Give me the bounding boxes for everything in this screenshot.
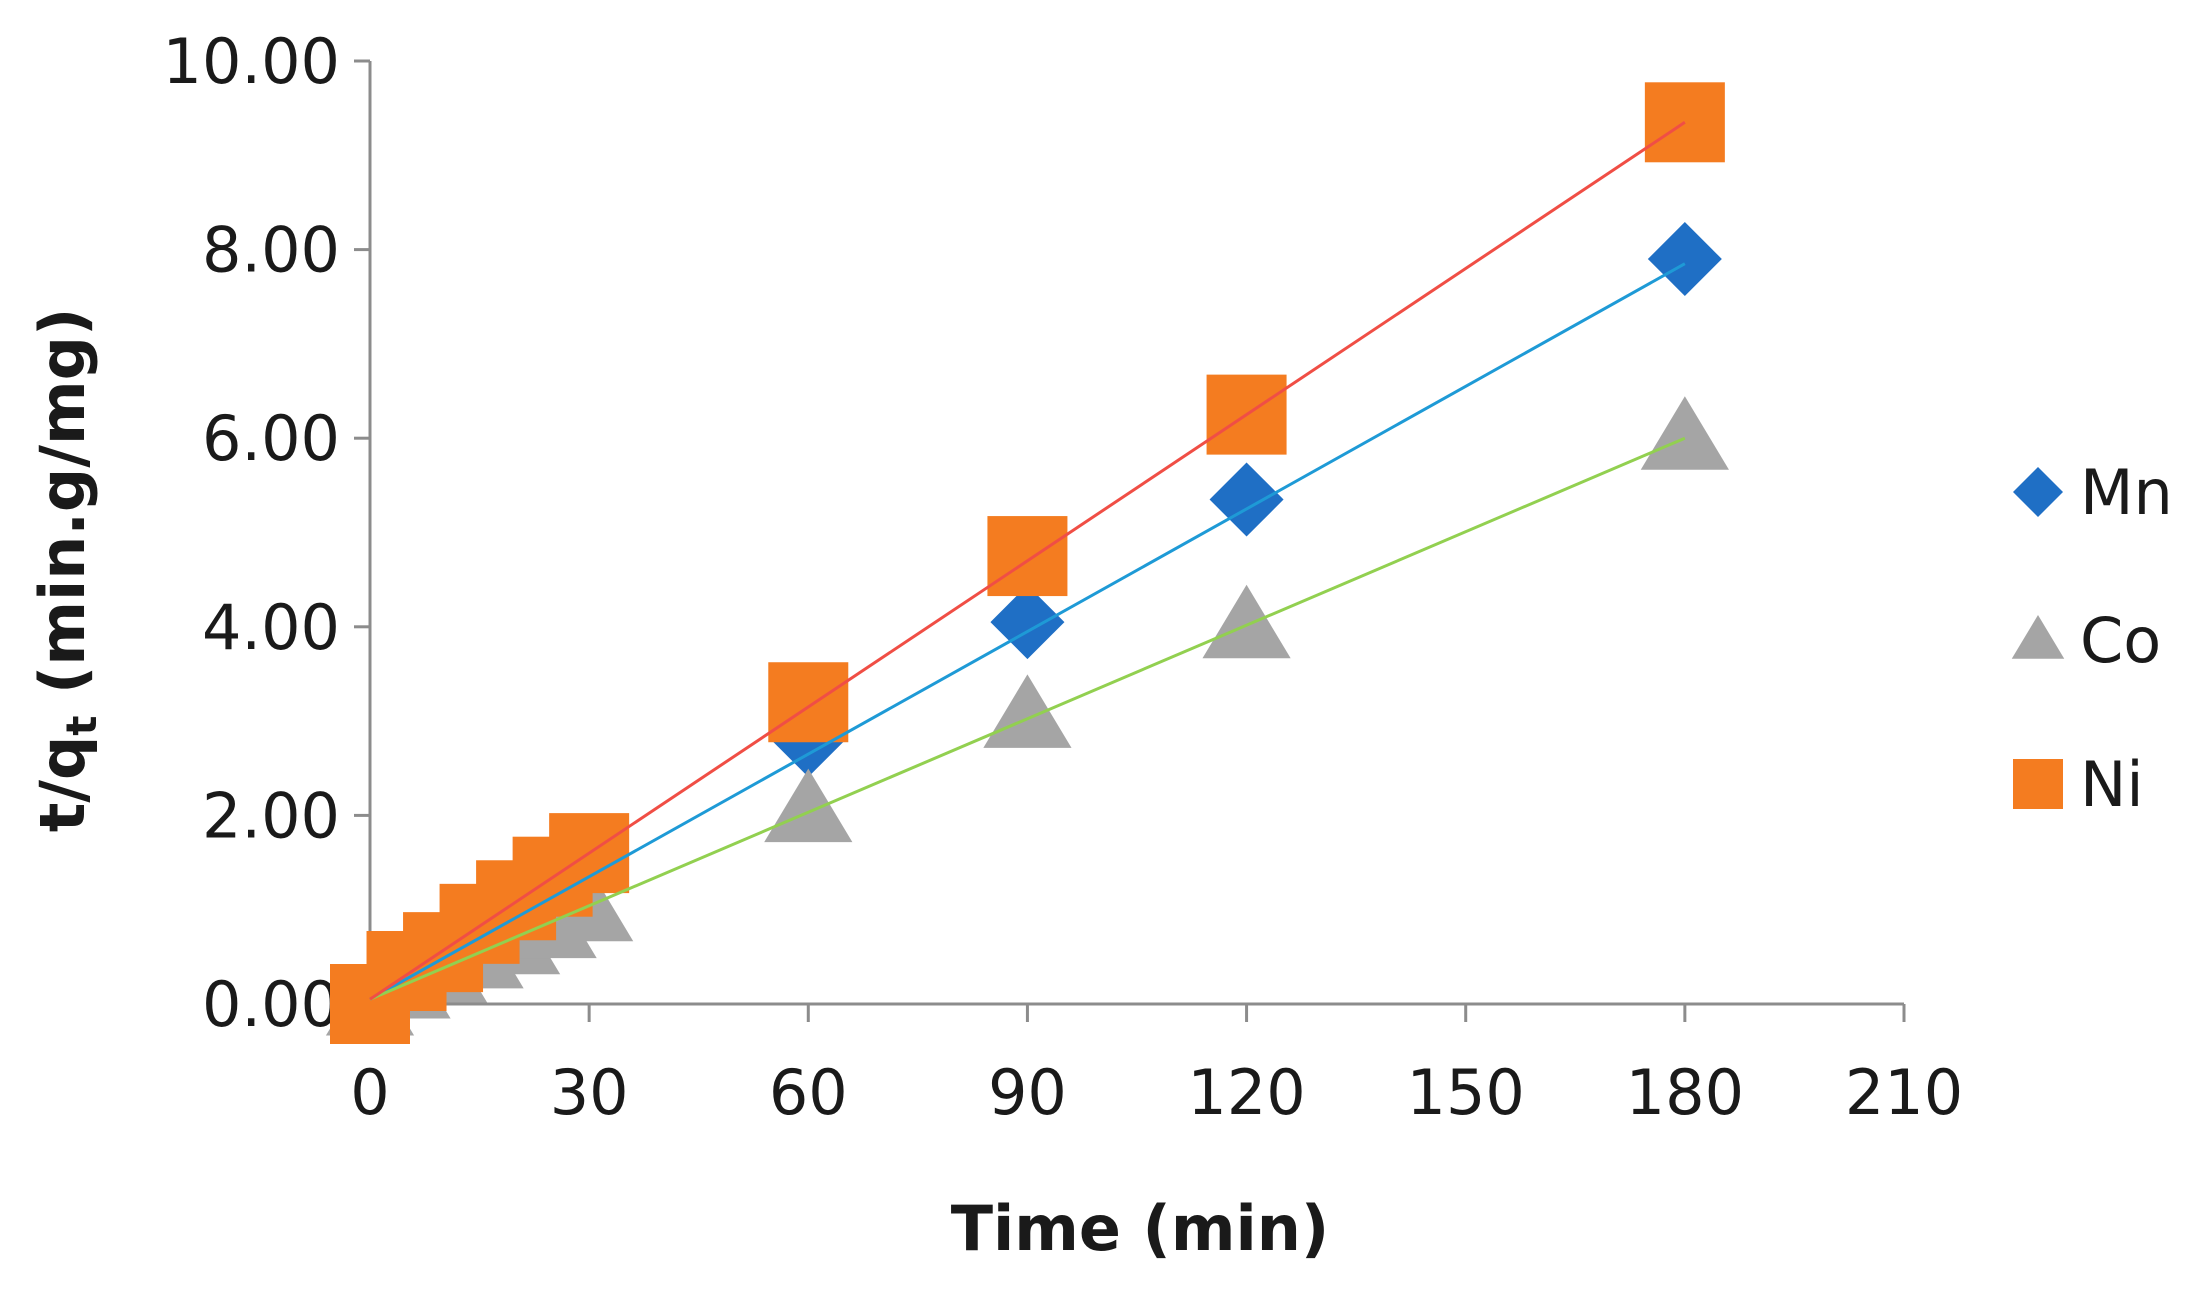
y-tick-label: 2.00: [202, 779, 340, 852]
legend: Mn Co Ni: [2011, 456, 2173, 821]
legend-label-ni: Ni: [2080, 748, 2144, 821]
y-axis-title: t/qt (min.g/mg): [26, 308, 106, 833]
data-point-co: [764, 768, 853, 843]
y-tick-label: 0.00: [202, 968, 340, 1041]
y-tick-label: 6.00: [202, 402, 340, 475]
legend-label-mn: Mn: [2080, 456, 2173, 529]
x-tick-label: 120: [1187, 1056, 1305, 1129]
legend-label-co: Co: [2080, 604, 2161, 677]
axes: 0.00 2.00 4.00 6.00 8.00 10.00 0 30 60 90 120 150 18…: [163, 25, 1964, 1129]
y-tick-label: 4.00: [202, 591, 340, 664]
data-point-mn: [1647, 222, 1722, 297]
x-tick-label: 150: [1407, 1056, 1525, 1129]
legend-item-co: Co: [2011, 604, 2161, 677]
x-tick-label: 90: [988, 1056, 1067, 1129]
legend-marker-co: [2011, 615, 2065, 659]
series-ni: [330, 82, 1725, 1044]
x-tick-label: 30: [550, 1056, 629, 1129]
x-tick-label: 210: [1845, 1056, 1963, 1129]
data-point-co: [1640, 396, 1729, 470]
y-tick-label: 10.00: [163, 25, 341, 98]
x-tick-label: 180: [1626, 1056, 1744, 1129]
x-tick-label: 0: [350, 1056, 389, 1129]
trendline-co: [369, 436, 1686, 1001]
legend-marker-mn: [2013, 467, 2063, 517]
legend-item-mn: Mn: [2013, 456, 2173, 529]
trendlines: [369, 121, 1686, 1001]
trendline-mn: [369, 262, 1686, 1001]
y-tick-label: 8.00: [202, 214, 340, 287]
y-axis-title-main: t/q: [26, 736, 99, 833]
data-point-ni: [768, 662, 849, 743]
legend-item-ni: Ni: [2013, 748, 2144, 821]
x-tick-label: 60: [769, 1056, 848, 1129]
trendline-ni: [369, 121, 1686, 1001]
data-point-co: [1202, 584, 1291, 659]
y-axis-title-units: (min.g/mg): [26, 308, 99, 716]
legend-marker-ni: [2013, 759, 2063, 809]
x-axis-title: Time (min): [951, 1192, 1329, 1265]
y-axis-title-subscript: t: [57, 716, 106, 736]
data-point-ni: [987, 516, 1068, 597]
